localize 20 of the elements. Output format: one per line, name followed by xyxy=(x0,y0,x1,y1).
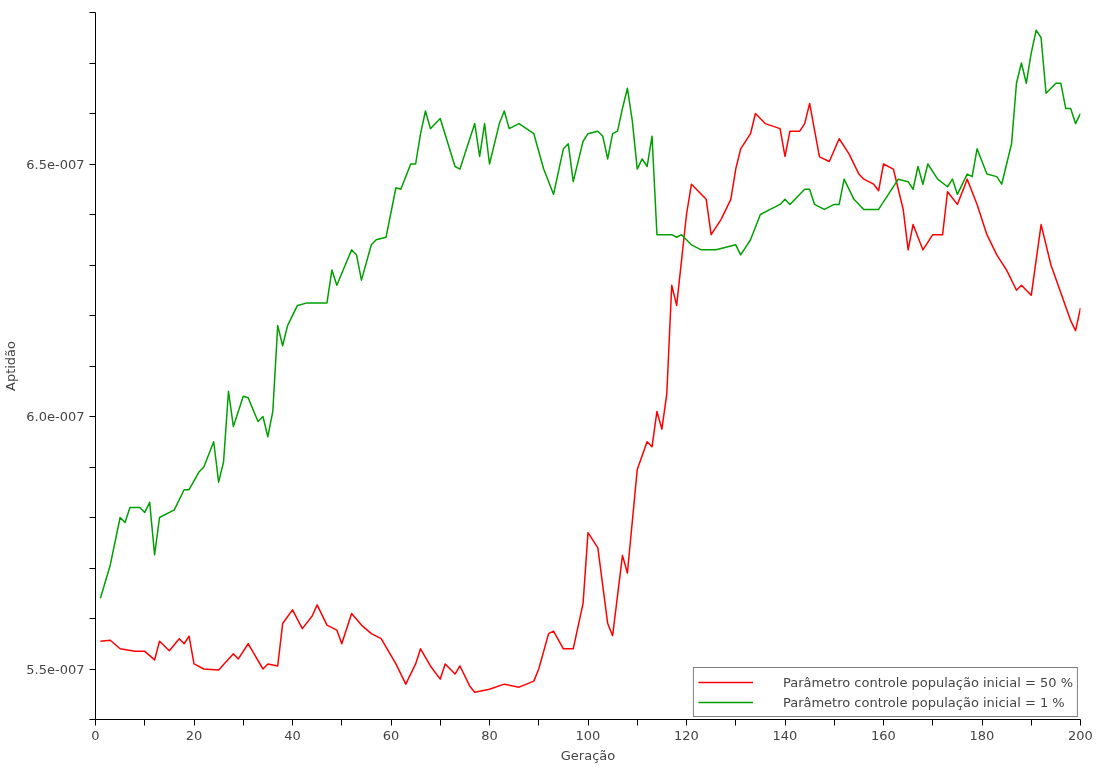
x-tick-label: 80 xyxy=(481,727,498,743)
x-tick-label: 100 xyxy=(575,727,601,743)
x-tick-label: 160 xyxy=(871,727,896,743)
legend-label: Parâmetro controle população inicial = 1 % xyxy=(782,694,1065,710)
line-series xyxy=(99,29,1081,600)
x-tick-label: 0 xyxy=(91,727,100,743)
x-tick-label: 140 xyxy=(772,727,798,743)
y-tick-label: 6.0e-007 xyxy=(26,409,85,424)
x-tick-label: 200 xyxy=(1068,727,1093,743)
y-tick-label: 6.5e-007 xyxy=(26,156,85,172)
x-tick-label: 180 xyxy=(969,727,995,743)
x-tick-label: 40 xyxy=(284,727,301,743)
x-tick-label: 60 xyxy=(382,727,400,743)
y-tick-label: 5.5e-007 xyxy=(26,661,85,677)
x-tick-label: 120 xyxy=(674,727,699,743)
x-tick-label: 20 xyxy=(185,727,203,743)
y-axis-title: Aptidão xyxy=(3,340,19,392)
x-axis-title: Geração xyxy=(560,747,616,763)
legend-label: Parâmetro controle população inicial = 50 % xyxy=(782,674,1073,690)
line-series xyxy=(99,102,1081,693)
